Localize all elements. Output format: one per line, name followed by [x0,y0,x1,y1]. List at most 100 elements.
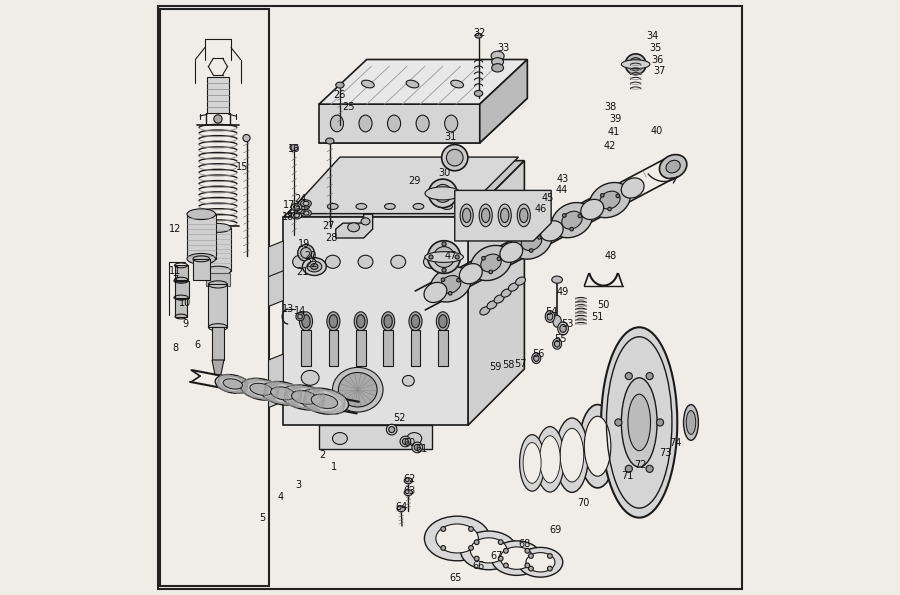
Text: 22: 22 [306,259,319,268]
Polygon shape [468,161,525,425]
Ellipse shape [392,179,406,187]
Text: 43: 43 [557,174,569,183]
Text: 15: 15 [236,162,248,171]
Ellipse shape [469,546,473,550]
Ellipse shape [519,208,528,223]
Text: 1: 1 [331,462,337,472]
Ellipse shape [497,257,500,261]
Ellipse shape [397,506,405,512]
Ellipse shape [327,312,340,331]
Ellipse shape [600,193,604,197]
Bar [410,330,420,366]
Text: 40: 40 [651,126,663,136]
Ellipse shape [560,428,584,482]
Text: 48: 48 [605,251,617,261]
Ellipse shape [454,179,468,187]
Ellipse shape [301,248,311,258]
Ellipse shape [442,203,453,209]
Bar [207,77,229,113]
Ellipse shape [386,424,397,435]
Ellipse shape [281,385,328,410]
Ellipse shape [409,312,422,331]
Text: 31: 31 [444,132,456,142]
Ellipse shape [362,80,374,88]
Ellipse shape [384,203,395,209]
Text: 47: 47 [445,251,457,261]
Ellipse shape [292,255,308,268]
Ellipse shape [525,549,530,553]
Ellipse shape [629,58,643,71]
Text: 29: 29 [408,177,420,186]
Ellipse shape [413,203,424,209]
Text: 11: 11 [169,266,181,275]
Ellipse shape [329,315,338,328]
Bar [176,298,187,317]
Ellipse shape [475,33,482,38]
Ellipse shape [428,240,461,274]
Ellipse shape [499,540,503,544]
Ellipse shape [584,416,611,476]
Ellipse shape [536,427,564,492]
Ellipse shape [243,134,250,142]
Text: 67: 67 [491,552,502,561]
Text: 37: 37 [653,67,666,76]
Ellipse shape [338,372,377,407]
Bar [205,228,231,271]
Text: 10: 10 [179,299,192,308]
Bar [320,425,432,449]
Text: 49: 49 [557,287,569,296]
Ellipse shape [683,405,698,440]
Ellipse shape [491,51,504,61]
Ellipse shape [205,267,231,275]
Ellipse shape [416,115,429,132]
Ellipse shape [628,394,651,451]
Ellipse shape [407,433,422,444]
Text: 68: 68 [518,540,530,549]
Ellipse shape [487,301,497,309]
Ellipse shape [442,268,446,273]
Ellipse shape [430,267,471,302]
Ellipse shape [516,277,526,285]
Ellipse shape [424,255,438,268]
Text: 69: 69 [550,525,562,534]
Ellipse shape [558,322,569,335]
Ellipse shape [479,204,492,227]
Ellipse shape [491,58,504,66]
Ellipse shape [474,540,479,544]
Ellipse shape [621,378,657,467]
Ellipse shape [616,194,619,198]
Ellipse shape [336,82,344,88]
Polygon shape [268,354,284,408]
Text: 27: 27 [322,221,334,231]
Ellipse shape [590,183,630,218]
Ellipse shape [425,252,464,262]
Ellipse shape [300,312,312,331]
Bar [438,330,447,366]
Ellipse shape [302,370,319,386]
Text: 39: 39 [609,114,622,124]
Ellipse shape [554,341,560,347]
Ellipse shape [461,531,517,570]
Text: 28: 28 [325,233,338,243]
Ellipse shape [361,179,375,187]
Text: 55: 55 [554,334,566,344]
Ellipse shape [356,203,366,209]
Ellipse shape [456,278,460,282]
Ellipse shape [469,527,473,531]
Ellipse shape [441,546,446,550]
Ellipse shape [491,541,542,575]
Ellipse shape [384,315,392,328]
Ellipse shape [532,353,541,364]
Bar [356,330,365,366]
Ellipse shape [471,245,511,281]
Ellipse shape [463,208,471,223]
Text: 71: 71 [621,471,634,481]
Ellipse shape [499,204,511,227]
Ellipse shape [298,245,314,261]
Text: 35: 35 [649,43,662,52]
Ellipse shape [471,538,507,563]
Text: 57: 57 [514,359,526,369]
Ellipse shape [187,253,216,264]
Ellipse shape [553,315,562,327]
Ellipse shape [291,203,302,211]
